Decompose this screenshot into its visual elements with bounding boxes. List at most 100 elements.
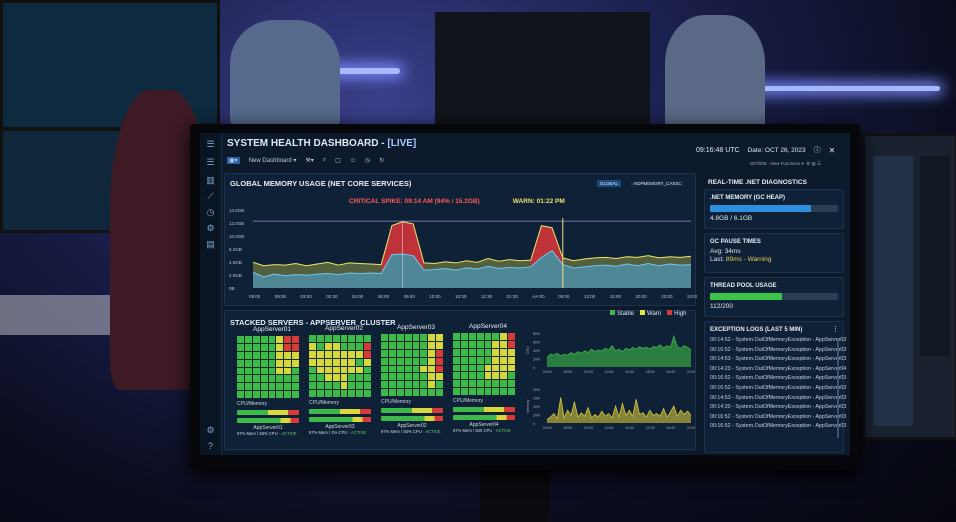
close-icon[interactable]: ✕ — [828, 145, 836, 155]
clock-icon[interactable]: ◷ — [364, 158, 371, 164]
log-entry[interactable]: 00:16:52 - System.OutOfMemoryException -… — [710, 413, 847, 420]
gc-heap-bar — [710, 205, 838, 212]
metric-label: CPU/Memory — [381, 399, 412, 405]
y-tick: 20% — [533, 414, 540, 418]
save-icon[interactable]: ▢ — [335, 158, 341, 164]
tab-other[interactable]: AIDPMEMORY_CASSC — [630, 180, 685, 187]
x-tick: 09:00 — [543, 370, 552, 374]
gc-heap-label: .NET MEMORY (GC HEAP) — [710, 195, 786, 201]
server-name: AppServer03 — [397, 324, 435, 331]
layout-icon[interactable]: ▣▾ — [227, 157, 240, 164]
x-tick: AA:00 — [532, 294, 545, 299]
y-tick: 14.0GB — [229, 208, 244, 213]
memory-bar — [237, 418, 299, 423]
y-tick: 30% — [533, 388, 540, 392]
log-entry[interactable]: 00:16:52 - System.OutOfMemoryException -… — [710, 346, 847, 353]
bar-chart-icon[interactable]: ▥ — [206, 175, 215, 185]
x-tick: 24:00 — [687, 370, 695, 374]
x-tick: 01:30 — [507, 294, 519, 299]
tab-global[interactable]: GLOBAL — [597, 180, 622, 187]
help-icon[interactable]: ? — [207, 441, 213, 451]
log-entry[interactable]: 00:14:53 - System.OutOfMemoryException -… — [710, 356, 847, 363]
server-heatmap — [381, 334, 443, 396]
server-stats: 97% Mem / 2% CPU · ACTIVE — [309, 430, 367, 435]
legend-item: Warn — [640, 310, 661, 317]
memory-bar — [381, 416, 443, 421]
y-tick: 30% — [533, 405, 540, 409]
log-entry[interactable]: 00:14:52 - System.OutOfMemoryException -… — [710, 337, 847, 343]
log-entry[interactable]: 00:14:20 - System.OutOfMemoryException -… — [710, 404, 847, 411]
log-entry[interactable]: 00:14:23 - System.OutOfMemoryException -… — [710, 365, 847, 372]
person — [230, 20, 340, 130]
memory-title: GLOBAL MEMORY USAGE (NET CORE SERVICES) — [230, 179, 412, 188]
servers-panel: STACKED SERVERS - APPSERVER_CLUSTER Stab… — [224, 310, 696, 450]
x-tick: 12:30 — [481, 294, 493, 299]
memory-chart: 14.0GB 12.0GB 10.0GB 6.2GB 4.0GB 2.0GB 0B 09:00… — [229, 198, 697, 299]
y-tick: 10.0GB — [229, 234, 244, 239]
neon-light — [290, 68, 400, 74]
search-icon[interactable]: ⌕ — [322, 157, 327, 163]
info-icon[interactable]: ⓘ — [813, 147, 821, 154]
legend-item: High — [667, 310, 686, 317]
functions-select[interactable]: 007/005 ◦ New Functions ▾ ⚙ ▥ ☰ — [750, 161, 821, 166]
menu-icon[interactable]: ☰ — [206, 139, 215, 149]
x-tick: 04:00 — [352, 294, 364, 299]
x-tick: 02:30 — [326, 294, 338, 299]
y-tick: 15% — [533, 397, 540, 401]
user-icon[interactable]: ☺ — [349, 157, 356, 164]
settings-icon[interactable]: ⚙ — [206, 425, 215, 435]
log-entry[interactable]: 00:16:52 - System.OutOfMemoryException -… — [710, 384, 847, 391]
log-entry[interactable]: 00:16:52 - System.OutOfMemoryException -… — [710, 423, 847, 430]
footer-name: AppServer02 — [397, 423, 427, 429]
gc-avg: Avg: 34ms — [710, 248, 741, 255]
server-rack — [435, 12, 650, 132]
server-name: AppServer01 — [253, 326, 291, 333]
refresh-icon[interactable]: ↻ — [379, 158, 385, 164]
gear-icon[interactable]: ⚙ — [206, 223, 215, 233]
critical-annotation: CRITICAL SPIKE: 09:14 AM (94% / 15.2GB) — [349, 198, 480, 205]
clock: 09:16:48 UTC — [696, 146, 740, 154]
x-tick: 09:00 — [558, 294, 570, 299]
server-stats: 87% Mem / 83% CPU · ACTIVE — [237, 431, 297, 436]
more-icon[interactable]: ⋮ — [832, 326, 839, 333]
x-tick: 09:00 — [543, 426, 552, 430]
memory-area — [547, 397, 691, 423]
thread-pool-card: THREAD POOL USAGE 112/200 — [704, 277, 844, 317]
calendar-icon[interactable]: ▤ — [206, 239, 215, 249]
server-card[interactable]: AppServer02 CPU/Memory AppServer03 97% Mem … — [309, 325, 379, 436]
x-tick: 09:00 — [584, 426, 593, 430]
dashboard-screen: ☰ ☰ ▥ ⟋ ◷ ⚙ ▤ ⚙ ? SYSTEM HEALTH DASHBOAR… — [200, 133, 850, 455]
metric-label: CPU/Memory — [453, 398, 484, 404]
x-tick: 09:00 — [275, 294, 287, 299]
scrollbar[interactable] — [837, 338, 839, 438]
diagnostics-panel: REAL-TIME .NET DIAGNOSTICS .NET MEMORY (… — [700, 173, 846, 453]
server-stats: 97% Mem / 500 CPU · ACTIVE — [453, 428, 511, 433]
gc-heap-card: .NET MEMORY (GC HEAP) 4.8GB / 6.1GB — [704, 189, 844, 229]
legend-item: Stable — [610, 310, 634, 317]
y-tick: 4.0GB — [229, 260, 242, 265]
x-tick: 10:30 — [455, 294, 467, 299]
x-tick: 10:00 — [429, 294, 441, 299]
legend: Stable Warn High — [610, 310, 686, 317]
log-entry[interactable]: 00:14:53 - System.OutOfMemoryException -… — [710, 394, 847, 401]
dashboard-select[interactable]: New Dashboard ▾ — [248, 158, 297, 164]
y-tick: 0 — [533, 422, 535, 426]
gc-pause-card: GC PAUSE TIMES Avg: 34ms Last: 89ms - Wa… — [704, 233, 844, 273]
server-name: AppServer02 — [325, 325, 363, 332]
tools-icon[interactable]: ⚒▾ — [305, 158, 314, 164]
mini-charts: 80% 60% 40% 20% 0 CPU 09:00 05:00 09:00 10:00 12:0… — [526, 332, 695, 430]
warn-annotation: WARN: 01:22 PM — [513, 198, 565, 205]
thread-pool-label: THREAD POOL USAGE — [710, 283, 777, 289]
x-tick: 12:00 — [625, 370, 634, 374]
x-tick: 03:00 — [301, 294, 313, 299]
line-chart-icon[interactable]: ⟋ — [207, 191, 214, 201]
server-card[interactable]: AppServer03 CPU/Memory AppServer02 97% Mem … — [381, 324, 451, 435]
x-tick: 10:00 — [605, 370, 614, 374]
log-entry[interactable]: 00:16:52 - System.OutOfMemoryException -… — [710, 375, 847, 382]
lower-area — [253, 250, 691, 288]
server-card[interactable]: AppServer04 CPU/Memory AppServer04 97% Mem … — [453, 323, 523, 434]
server-heatmap — [237, 336, 299, 398]
server-card[interactable]: AppServer01 CPU/Memory AppServer01 87% Mem … — [237, 326, 307, 437]
clock-icon[interactable]: ◷ — [206, 207, 215, 217]
menu-icon[interactable]: ☰ — [206, 157, 215, 167]
